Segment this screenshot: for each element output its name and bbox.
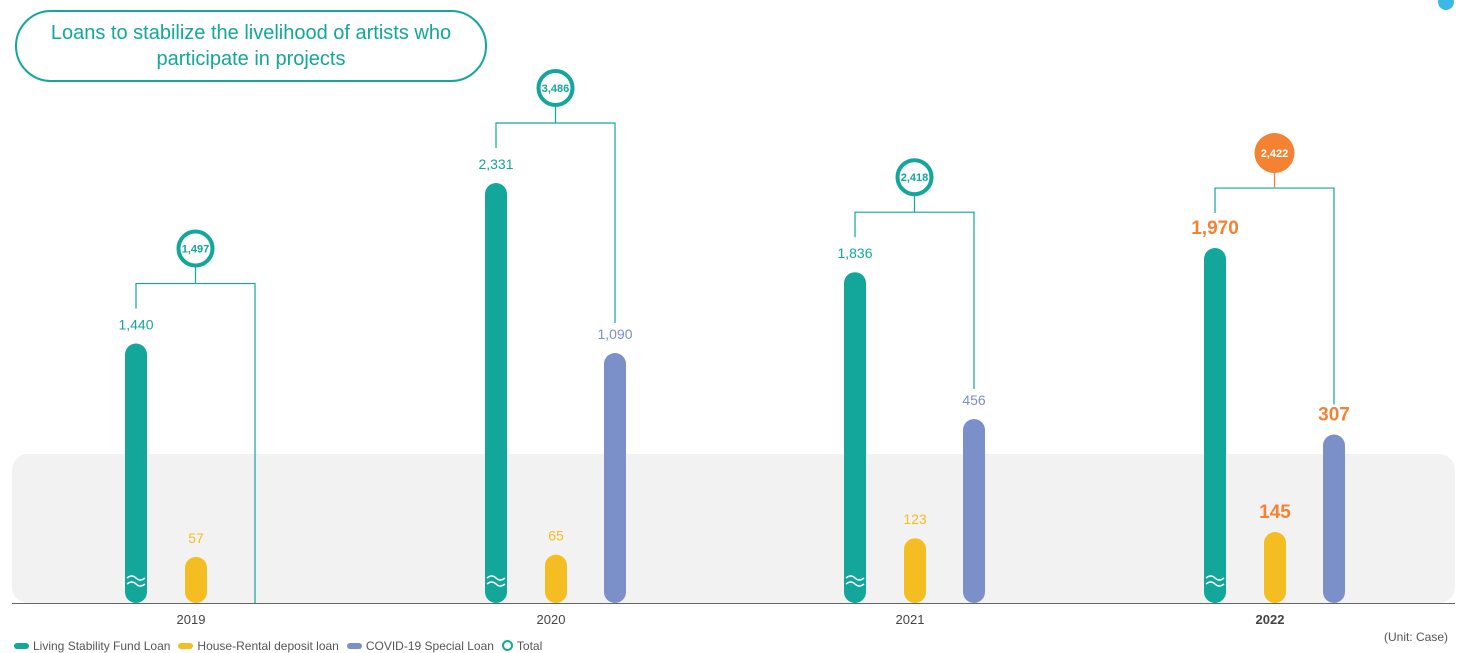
chart-title-box: Loans to stabilize the livelihood of art…: [15, 10, 487, 82]
house-rental-value-label: 57: [188, 530, 204, 546]
legend-item: House-Rental deposit loan: [178, 638, 339, 653]
axis-break-mark: [845, 575, 865, 581]
legend-swatch: [178, 642, 194, 649]
axis-break-mark: [1205, 581, 1225, 587]
total-bracket: [854, 211, 975, 389]
background-band: [12, 454, 1455, 603]
total-marker: [1254, 133, 1295, 174]
house-rental-bar: [904, 538, 926, 603]
house-rental-value-label: 65: [548, 528, 564, 544]
chart-legend: Living Stability Fund Loan House-Rental d…: [14, 638, 550, 653]
living-stability-value-label: 1,440: [118, 317, 153, 333]
house-rental-value-label: 123: [903, 511, 927, 527]
decorative-dot: [1438, 0, 1454, 10]
axis-break-mark: [845, 581, 865, 587]
x-tick-label: 2021: [896, 612, 925, 627]
total-marker: [895, 158, 934, 197]
legend-swatch: [14, 642, 29, 649]
total-marker: [536, 69, 575, 107]
total-label: 2,422: [1261, 148, 1289, 160]
legend-label: House-Rental deposit loan: [197, 638, 339, 653]
loan-chart: 1,497 1,440 57 2019 3,486 2,331 65 1,090 2020 2,4…: [12, 69, 1455, 627]
axis-break-mark: [486, 581, 506, 587]
living-stability-bar: [485, 183, 507, 603]
living-stability-bar: [125, 343, 147, 603]
legend-ring-icon: [501, 640, 513, 651]
covid-special-bar: [963, 419, 985, 603]
x-tick-label: 2020: [537, 612, 566, 627]
living-stability-value-label: 2,331: [478, 156, 513, 172]
axis-break-mark: [486, 575, 506, 581]
total-label: 2,418: [901, 172, 929, 184]
legend-item: Living Stability Fund Loan: [14, 639, 170, 653]
house-rental-bar: [1264, 532, 1286, 603]
legend-label: Total: [516, 638, 543, 653]
total-bracket: [495, 122, 616, 323]
covid-special-value-label: 456: [962, 392, 986, 408]
house-rental-bar: [545, 554, 567, 603]
total-label: 1,497: [182, 244, 210, 256]
unit-note: (Unit: Case): [1383, 630, 1448, 644]
legend-label: COVID-19 Special Loan: [365, 638, 494, 653]
covid-special-bar: [604, 353, 626, 603]
x-tick-label: 2022: [1256, 612, 1285, 627]
x-tick-label: 2019: [177, 612, 206, 627]
legend-label: Living Stability Fund Loan: [33, 638, 171, 653]
house-rental-value-label: 145: [1259, 502, 1291, 523]
living-stability-bar: [844, 272, 866, 603]
axis-break-mark: [1205, 575, 1225, 581]
chart-title: Loans to stabilize the livelihood of art…: [50, 22, 452, 70]
legend-item: COVID-19 Special Loan: [346, 638, 494, 653]
living-stability-bar: [1204, 248, 1226, 603]
living-stability-value-label: 1,970: [1191, 218, 1239, 239]
covid-special-value-label: 1,090: [597, 326, 632, 342]
living-stability-value-label: 1,836: [837, 245, 872, 261]
legend-item: Total: [501, 638, 543, 653]
house-rental-bar: [185, 556, 207, 603]
total-marker: [176, 229, 215, 268]
total-label: 3,486: [542, 83, 570, 95]
axis-break-mark: [126, 581, 146, 587]
covid-special-bar: [1323, 434, 1345, 603]
covid-special-value-label: 307: [1318, 405, 1350, 426]
axis-break-mark: [126, 575, 146, 581]
legend-swatch: [346, 642, 362, 649]
